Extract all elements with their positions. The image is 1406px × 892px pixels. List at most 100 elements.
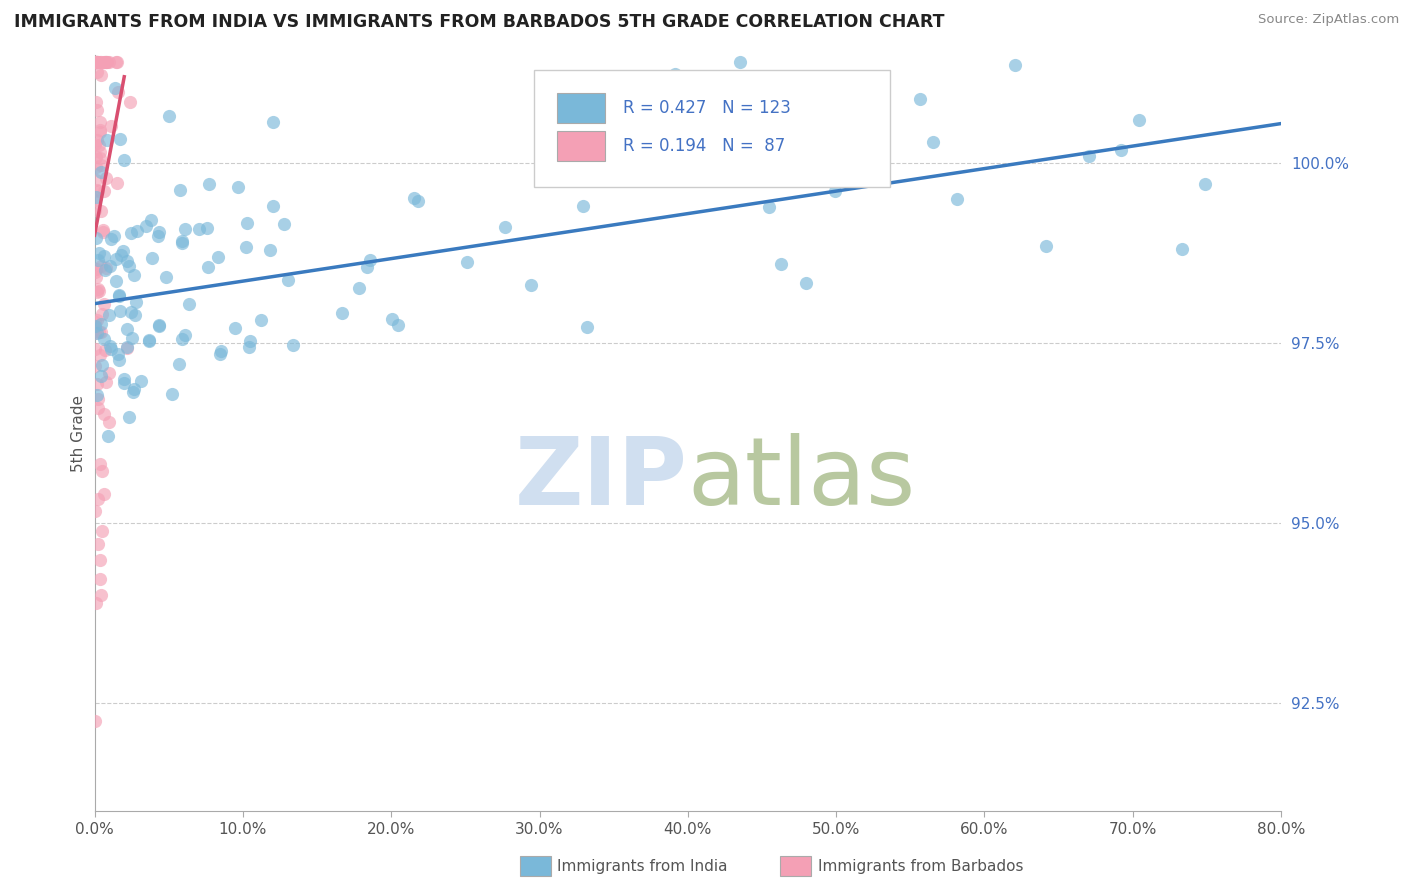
Point: [84, 596, 107, 610]
Point: [108, 288, 131, 302]
Point: [98, 415, 121, 429]
Bar: [557, 131, 605, 161]
Point: [94, 55, 117, 70]
Point: [138, 334, 160, 348]
Text: Immigrants from India: Immigrants from India: [557, 859, 727, 873]
Point: [105, 55, 128, 70]
Point: [94, 343, 117, 357]
Point: [575, 320, 598, 334]
Point: [96, 55, 118, 70]
Point: [519, 278, 541, 293]
Point: [108, 353, 131, 368]
Point: [93, 184, 115, 198]
Point: [94, 260, 117, 275]
Point: [262, 199, 284, 213]
Point: [93, 332, 115, 346]
Point: [139, 213, 162, 227]
Point: [98, 366, 121, 380]
Point: [87, 184, 110, 198]
Point: [86, 55, 108, 70]
Point: [170, 234, 193, 248]
Point: [177, 297, 200, 311]
Point: [94, 171, 117, 186]
Point: [84, 55, 107, 70]
Point: [456, 254, 478, 268]
Point: [250, 312, 273, 326]
Point: [90, 204, 112, 219]
Point: [94, 375, 117, 389]
Point: [356, 260, 378, 274]
Point: [96, 133, 118, 147]
Point: [89, 325, 111, 339]
Point: [83, 203, 105, 218]
Point: [148, 229, 170, 244]
Point: [98, 259, 121, 273]
Point: [90, 165, 112, 179]
Point: [84, 270, 107, 285]
Point: [124, 308, 146, 322]
Point: [1035, 239, 1057, 253]
Text: Source: ZipAtlas.com: Source: ZipAtlas.com: [1258, 13, 1399, 27]
Point: [259, 244, 281, 258]
Point: [408, 194, 430, 209]
Point: [84, 315, 107, 329]
Point: [112, 153, 135, 167]
Point: [118, 95, 141, 110]
Point: [100, 120, 122, 134]
Point: [117, 341, 139, 355]
Point: [664, 67, 686, 81]
Point: [100, 232, 122, 246]
Point: [848, 88, 870, 103]
Point: [273, 218, 295, 232]
Point: [86, 392, 108, 406]
Point: [84, 326, 107, 340]
Point: [86, 103, 108, 117]
Point: [946, 192, 969, 206]
Text: atlas: atlas: [688, 433, 917, 524]
Point: [84, 189, 107, 203]
Point: [94, 55, 117, 70]
Point: [108, 131, 131, 145]
Point: [167, 358, 190, 372]
Point: [115, 254, 138, 268]
Point: [97, 428, 120, 442]
Point: [89, 151, 111, 165]
Point: [90, 259, 112, 273]
Point: [89, 285, 111, 299]
Point: [83, 264, 105, 278]
Point: [93, 249, 115, 263]
Point: [89, 458, 111, 472]
Point: [118, 260, 141, 274]
Point: [86, 64, 108, 78]
Point: [769, 257, 792, 271]
Y-axis label: 5th Grade: 5th Grade: [72, 395, 86, 472]
Point: [89, 348, 111, 362]
Point: [169, 183, 191, 197]
Point: [347, 281, 370, 295]
Point: [104, 55, 127, 70]
Point: [120, 305, 142, 319]
Point: [239, 334, 262, 348]
Point: [108, 287, 131, 301]
Point: [207, 250, 229, 264]
Point: [86, 183, 108, 197]
Point: [922, 136, 945, 150]
Point: [129, 374, 152, 388]
Point: [1004, 57, 1026, 71]
Point: [236, 216, 259, 230]
Point: [107, 347, 129, 361]
Point: [86, 285, 108, 299]
Point: [728, 55, 751, 70]
Point: [108, 303, 131, 318]
Point: [84, 172, 107, 186]
Point: [148, 225, 170, 239]
Point: [121, 331, 143, 345]
Point: [94, 262, 117, 277]
Point: [122, 385, 145, 400]
Point: [91, 306, 114, 320]
Point: [90, 68, 112, 82]
Point: [87, 253, 110, 268]
Point: [98, 339, 121, 353]
Point: [187, 221, 209, 235]
Point: [83, 55, 105, 70]
